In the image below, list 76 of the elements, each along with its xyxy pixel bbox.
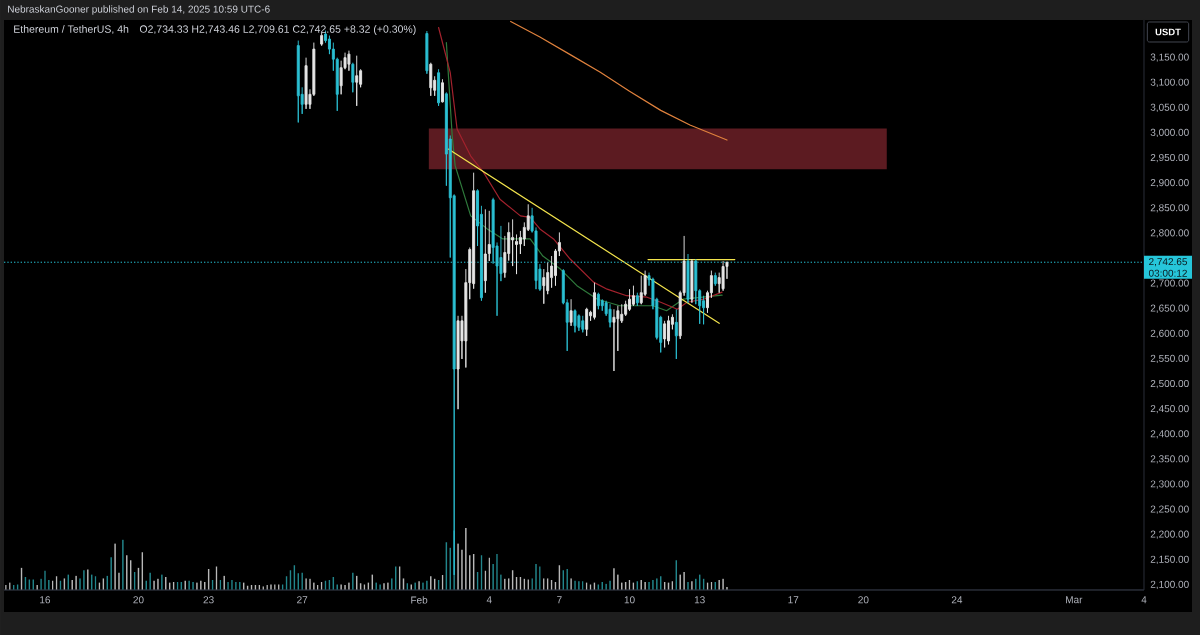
chart-subtitle: O2,734.33 H2,743.46 L2,709.61 C2,742.65 +8.32 (+0.30%) <box>139 25 416 35</box>
y-tick-label: 2,100.00 <box>1150 580 1189 590</box>
candlestick <box>429 62 433 97</box>
y-tick-label: 2,150.00 <box>1150 555 1189 564</box>
candlestick <box>596 292 600 310</box>
candlestick <box>573 308 577 333</box>
y-tick-label: 3,000.00 <box>1150 128 1189 138</box>
candlestick <box>612 308 616 372</box>
x-tick-label: 16 <box>40 596 51 604</box>
y-tick-label: 2,550.00 <box>1150 354 1189 364</box>
candlestick <box>667 315 670 345</box>
y-tick-label: 3,050.00 <box>1150 103 1189 112</box>
candlestick <box>425 30 429 75</box>
chart-title: Ethereum / TetherUS, 4h <box>14 25 129 35</box>
candlestick <box>608 303 612 328</box>
text: 03:00:12 <box>1148 269 1187 277</box>
y-tick-label: 2,850.00 <box>1150 204 1189 213</box>
candlestick <box>440 78 444 103</box>
y-tick-label: 2,700.00 <box>1150 279 1189 288</box>
y-tick-label: 2,400.00 <box>1150 430 1189 439</box>
y-tick-label: 3,100.00 <box>1150 78 1189 87</box>
candlestick <box>690 258 694 304</box>
y-tick-label: 2,500.00 <box>1150 379 1189 389</box>
y-tick-label: 2,450.00 <box>1150 405 1189 414</box>
x-tick-label: Feb <box>411 596 428 604</box>
y-tick-label: 2,250.00 <box>1150 505 1189 514</box>
x-tick-label: 4 <box>486 596 492 604</box>
candlestick <box>721 260 725 292</box>
candlestick <box>347 50 351 72</box>
x-tick-label: Mar <box>1066 596 1083 604</box>
y-tick-label: 2,800.00 <box>1150 229 1189 238</box>
candlestick <box>592 282 596 320</box>
y-tick-label: 2,200.00 <box>1150 530 1189 539</box>
candlestick <box>674 308 678 360</box>
y-tick-label: 2,900.00 <box>1150 179 1189 188</box>
ref-line-label: 2,742.65 <box>1149 258 1188 267</box>
y-tick-label: 3,150.00 <box>1150 53 1189 62</box>
x-tick-label: 4 <box>1141 596 1147 604</box>
x-tick-label: 13 <box>694 596 705 604</box>
candlestick <box>355 55 359 107</box>
candlestick <box>569 298 573 327</box>
candlestick <box>628 288 632 312</box>
candlestick <box>511 218 515 267</box>
y-tick-label: 2,650.00 <box>1150 304 1189 313</box>
line-series <box>510 20 728 141</box>
candlestick <box>577 313 581 332</box>
x-tick-label: 10 <box>624 596 635 604</box>
x-tick-label: 17 <box>788 596 799 604</box>
x-tick-label: 23 <box>203 596 214 604</box>
candlestick <box>639 275 643 305</box>
candlestick <box>635 292 639 307</box>
candlestick <box>581 315 585 333</box>
candlestick <box>304 57 308 110</box>
candlestick <box>456 315 460 410</box>
text: NebraskanGooner published on Feb 14, 2025 10:59 UTC-6 <box>8 5 270 15</box>
x-tick-label: 20 <box>133 596 144 604</box>
y-axis-title: USDT <box>1155 28 1181 36</box>
candlestick <box>296 40 300 123</box>
y-tick-label: 2,300.00 <box>1150 480 1189 489</box>
candlestick <box>686 253 690 304</box>
x-tick-label: 20 <box>858 596 869 604</box>
x-tick-label: 27 <box>297 596 308 604</box>
candlestick <box>515 233 518 275</box>
x-tick-label: 7 <box>557 596 562 604</box>
candlestick <box>351 62 355 93</box>
candlestick <box>320 32 324 47</box>
candlestick <box>663 320 667 348</box>
candlestick <box>713 272 717 287</box>
candlestick <box>437 68 441 107</box>
x-tick-label: 24 <box>951 596 963 604</box>
candlestick <box>631 285 635 307</box>
candlestick <box>585 307 589 337</box>
y-tick-label: 2,950.00 <box>1150 153 1189 163</box>
y-tick-label: 2,600.00 <box>1150 329 1189 338</box>
y-tick-label: 2,350.00 <box>1150 455 1189 464</box>
candlestick <box>483 208 487 294</box>
